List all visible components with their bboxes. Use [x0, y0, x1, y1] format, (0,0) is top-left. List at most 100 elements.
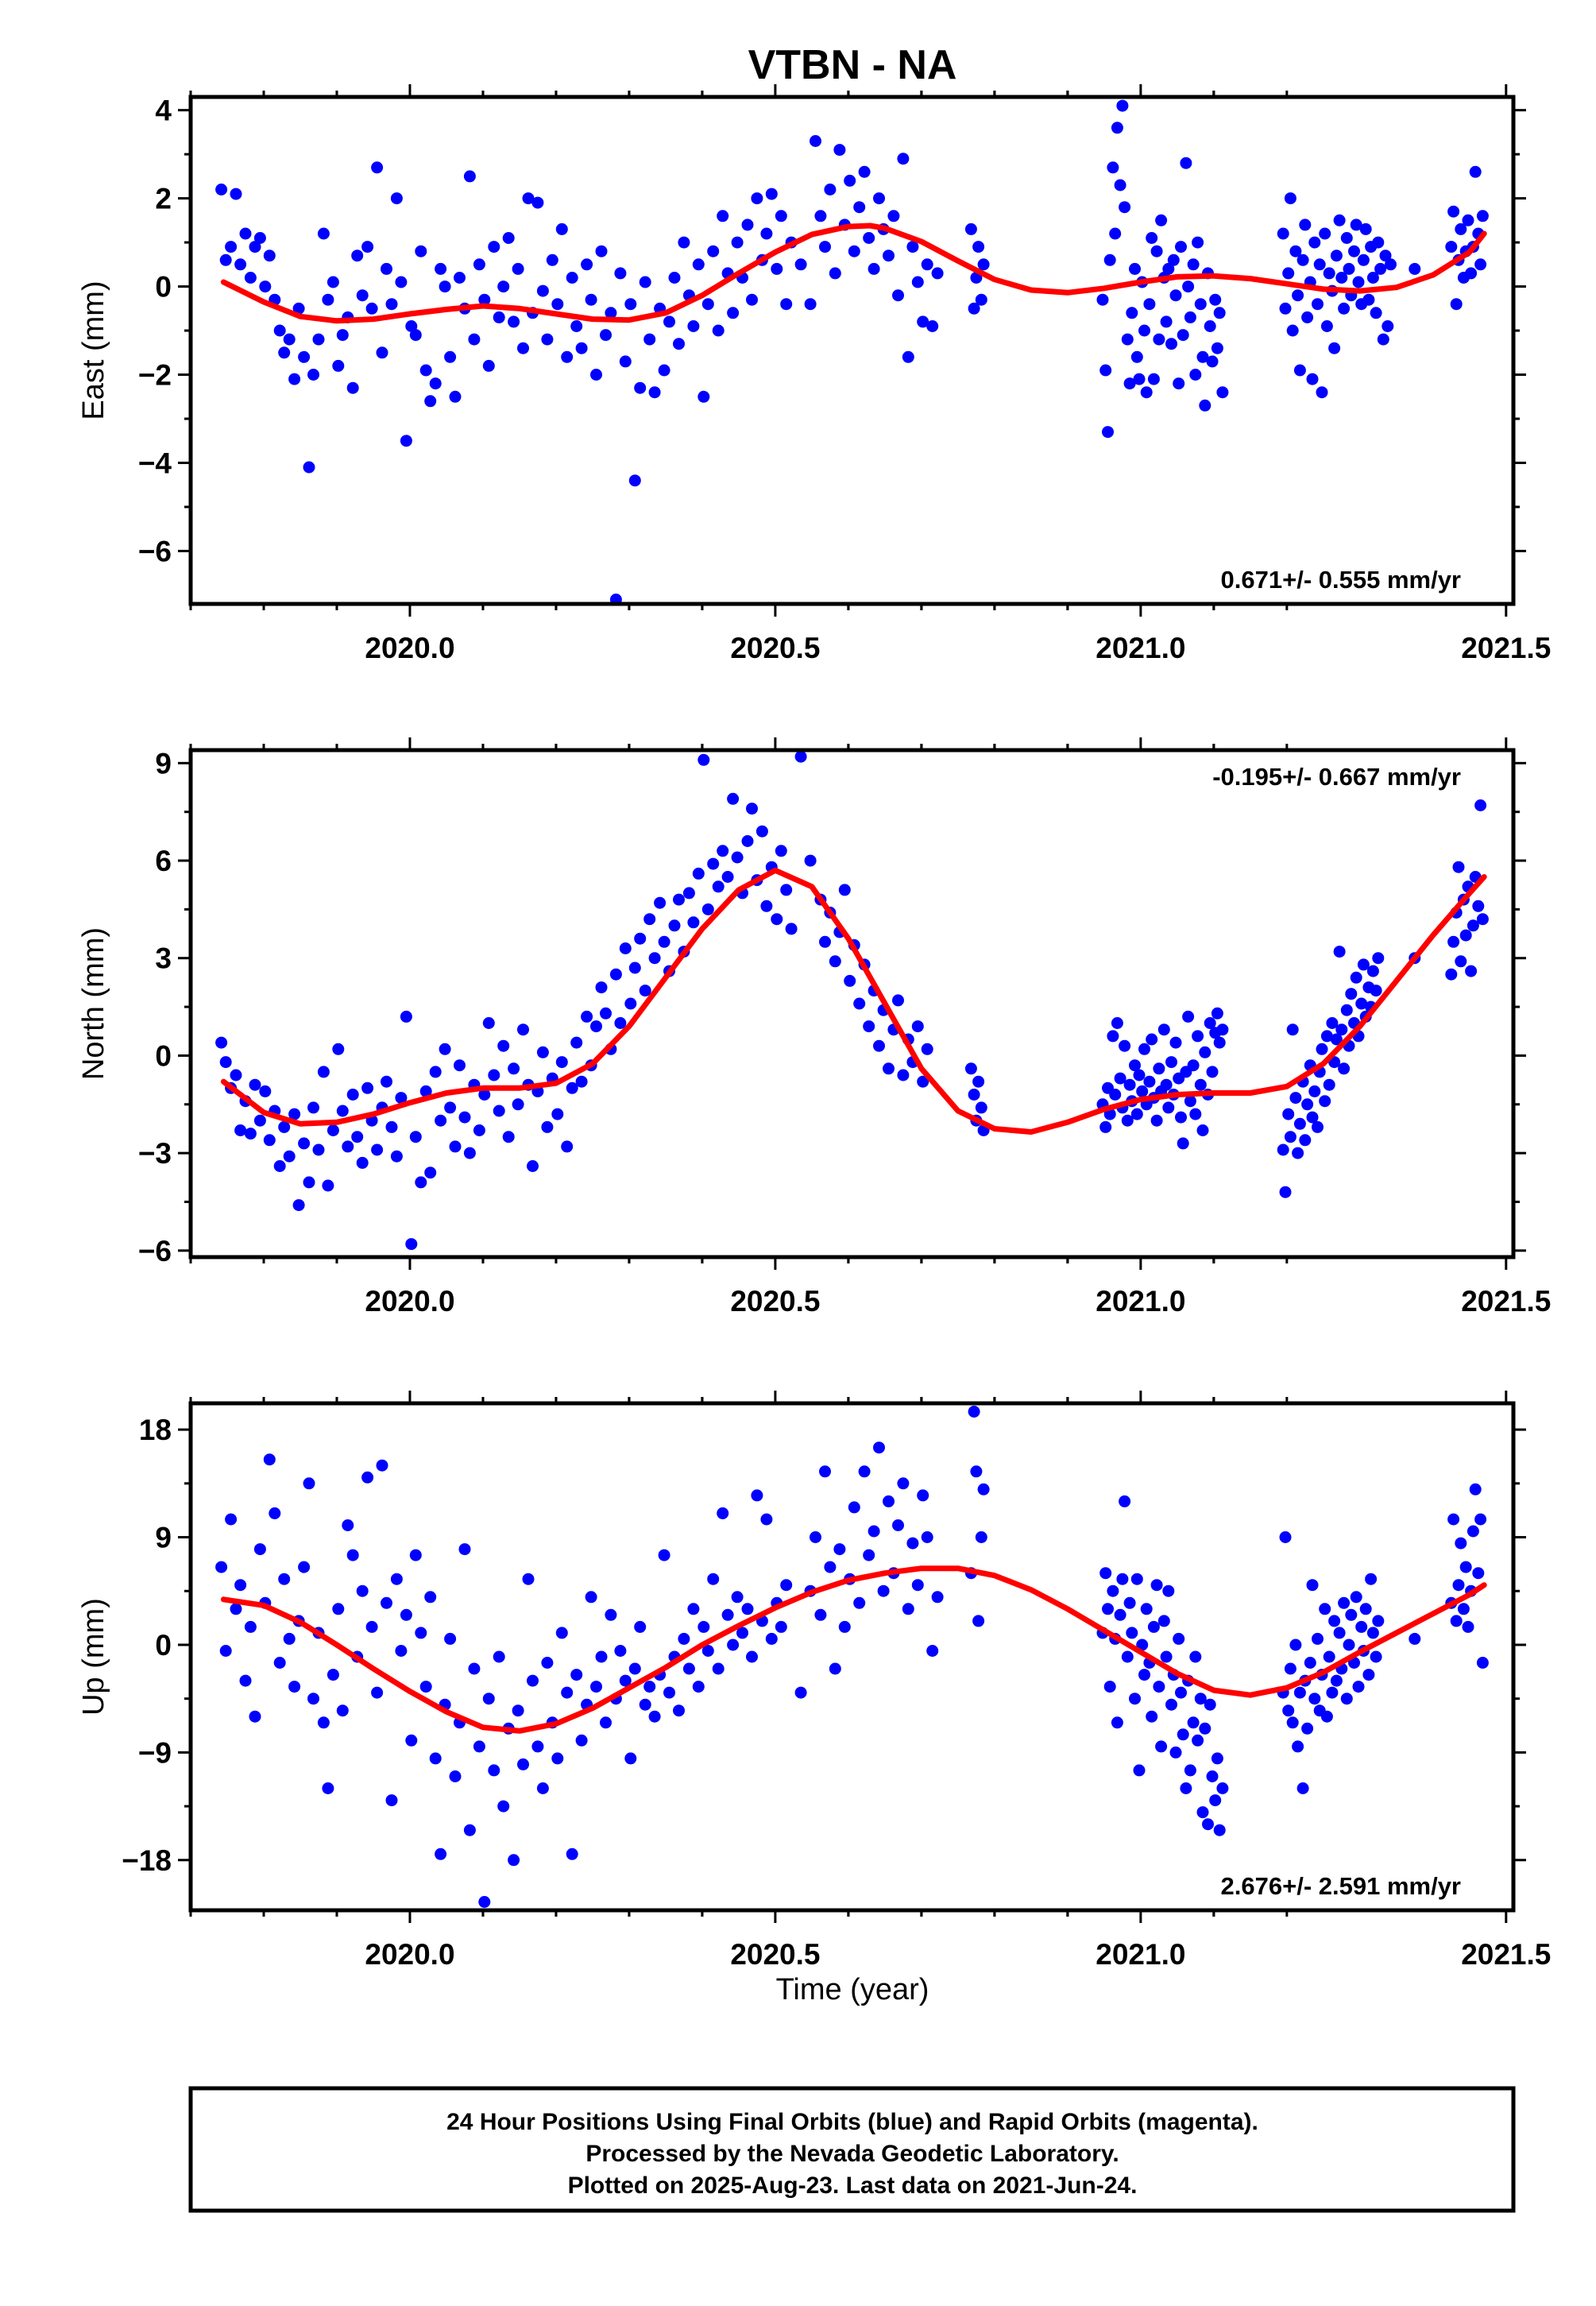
north-data-point	[1465, 965, 1478, 977]
east-data-point	[1279, 302, 1292, 315]
north-data-point	[1447, 935, 1460, 948]
up-data-point	[278, 1573, 291, 1585]
up-data-point	[298, 1561, 311, 1573]
east-data-point	[400, 435, 412, 447]
east-data-point	[639, 276, 651, 288]
east-data-point	[570, 320, 583, 332]
north-data-point	[619, 942, 632, 954]
north-data-point	[707, 857, 720, 870]
east-data-point	[595, 245, 608, 257]
east-data-point	[429, 377, 442, 390]
north-data-point	[1157, 1023, 1170, 1036]
north-data-point	[1153, 1062, 1165, 1075]
east-data-point	[1282, 267, 1295, 280]
north-data-point	[780, 884, 793, 896]
up-data-point	[1147, 1620, 1160, 1633]
east-data-point	[1352, 276, 1365, 288]
up-data-point	[488, 1764, 500, 1777]
east-data-point	[794, 258, 807, 271]
east-data-point	[273, 324, 286, 337]
east-x-tick-label: 2021.5	[1461, 632, 1551, 664]
north-data-point	[1467, 919, 1479, 932]
east-data-point	[634, 381, 647, 394]
up-data-point	[794, 1686, 807, 1699]
north-data-point	[1289, 1092, 1302, 1105]
north-data-point	[322, 1179, 334, 1192]
north-data-point	[1350, 971, 1362, 984]
up-data-point	[390, 1573, 403, 1585]
north-data-point	[317, 1066, 330, 1078]
up-data-point	[1162, 1584, 1175, 1597]
up-data-point	[1199, 1722, 1211, 1735]
up-data-point	[551, 1752, 564, 1765]
up-data-point	[1330, 1674, 1343, 1687]
up-data-point	[1328, 1615, 1341, 1627]
east-data-point	[478, 293, 491, 306]
east-data-point	[1143, 298, 1156, 311]
north-data-point	[741, 835, 754, 847]
east-data-point	[1130, 350, 1143, 363]
north-x-tick-label: 2020.5	[730, 1285, 820, 1317]
up-data-point	[968, 1406, 980, 1418]
up-data-point	[877, 1584, 890, 1597]
up-x-tick-label: 2020.0	[365, 1938, 454, 1971]
up-data-point	[858, 1465, 871, 1478]
north-data-point	[1111, 1017, 1123, 1029]
north-data-point	[405, 1238, 418, 1251]
up-data-point	[273, 1657, 286, 1669]
east-data-point	[1138, 324, 1150, 337]
north-panel: 2020.0 2020.5 2021.0 2021.5 9 6 3 0 −3 −6 North (m…	[77, 737, 1551, 1317]
north-data-point	[253, 1114, 266, 1127]
up-data-point	[972, 1615, 985, 1627]
north-data-point	[1345, 988, 1358, 1000]
east-data-point	[415, 245, 427, 257]
up-data-point	[1472, 1567, 1485, 1580]
north-data-point	[1206, 1066, 1219, 1078]
east-data-point	[1182, 281, 1195, 293]
north-data-point	[575, 1075, 588, 1088]
north-data-point	[1129, 1059, 1141, 1072]
north-data-point	[1286, 1023, 1299, 1036]
north-data-point	[1216, 1023, 1229, 1036]
north-data-point	[536, 1046, 549, 1058]
east-data-point	[906, 241, 919, 253]
north-data-point	[385, 1120, 398, 1133]
north-data-point	[429, 1066, 442, 1078]
east-data-point	[1286, 324, 1299, 337]
north-data-point	[371, 1143, 384, 1156]
east-data-point	[225, 241, 238, 253]
up-data-point	[1323, 1650, 1335, 1663]
north-data-point	[298, 1137, 311, 1150]
east-data-point	[848, 245, 860, 257]
up-data-point	[897, 1477, 910, 1490]
east-data-point	[605, 307, 617, 319]
up-data-point	[1359, 1603, 1372, 1615]
up-data-point	[239, 1674, 252, 1687]
up-data-point	[1175, 1686, 1187, 1699]
east-data-point	[541, 333, 554, 346]
east-data-point	[263, 250, 276, 262]
east-data-point	[1350, 219, 1362, 231]
up-data-point	[1289, 1639, 1302, 1651]
up-data-point	[727, 1639, 740, 1651]
east-data-point	[1474, 258, 1487, 271]
up-data-point	[288, 1681, 301, 1693]
footer-line-3: Plotted on 2025-Aug-23. Last data on 202…	[568, 2173, 1138, 2199]
up-data-point	[1136, 1639, 1149, 1651]
up-data-point	[1326, 1686, 1339, 1699]
east-data-point	[701, 298, 714, 311]
north-data-point	[488, 1069, 500, 1081]
north-data-point	[1340, 1004, 1353, 1016]
east-rate-label: 0.671+/- 0.555 mm/yr	[1221, 566, 1461, 594]
east-data-point	[1162, 262, 1175, 275]
north-data-point	[381, 1075, 392, 1088]
up-data-point	[814, 1608, 827, 1621]
east-data-point	[385, 298, 398, 311]
up-data-point	[628, 1662, 641, 1675]
east-data-point	[648, 386, 661, 399]
north-data-point	[1455, 955, 1467, 968]
east-data-point	[1175, 241, 1187, 253]
up-data-point	[648, 1710, 661, 1723]
north-data-point	[234, 1124, 247, 1136]
north-data-point	[794, 750, 807, 763]
